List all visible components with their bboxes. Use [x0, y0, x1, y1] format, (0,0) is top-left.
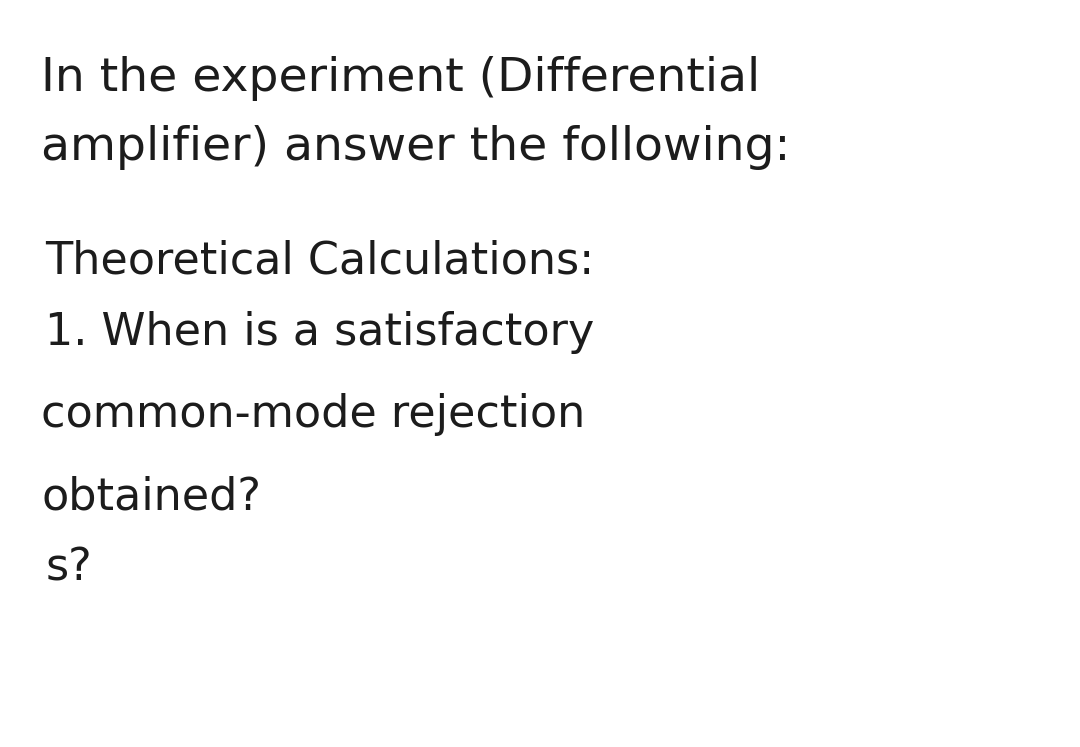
Text: s?: s? — [45, 546, 92, 589]
Text: obtained?: obtained? — [41, 475, 261, 518]
Text: Theoretical Calculations:: Theoretical Calculations: — [45, 240, 595, 283]
Text: common-mode rejection: common-mode rejection — [41, 393, 585, 436]
Text: amplifier) answer the following:: amplifier) answer the following: — [41, 125, 791, 170]
Text: In the experiment (Differential: In the experiment (Differential — [41, 56, 760, 101]
Text: 1. When is a satisfactory: 1. When is a satisfactory — [45, 311, 595, 354]
